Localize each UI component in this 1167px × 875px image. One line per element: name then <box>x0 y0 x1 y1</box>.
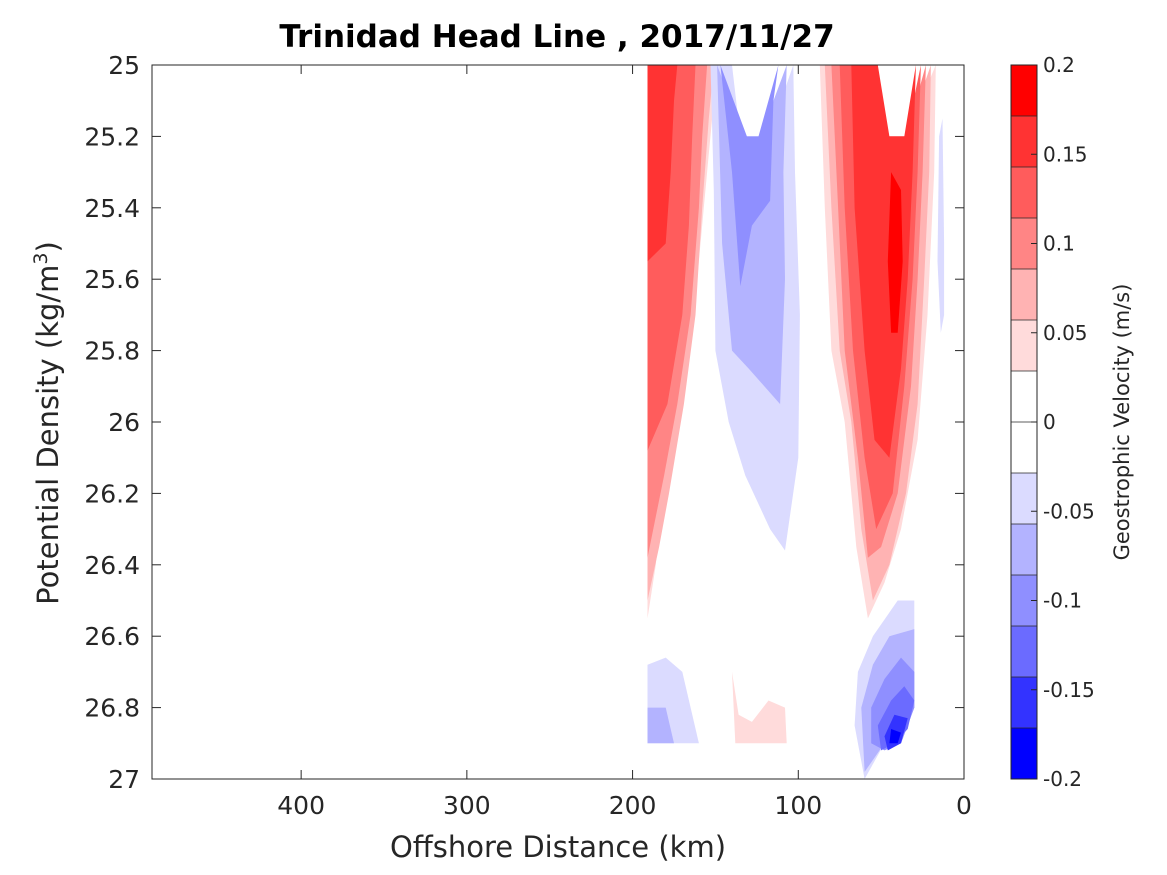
colorbar-swatch <box>1011 371 1037 423</box>
colorbar-swatch <box>1011 626 1037 678</box>
contour-region-13 <box>887 172 903 333</box>
colorbar-swatch <box>1011 65 1037 117</box>
colorbar-swatch <box>1011 422 1037 474</box>
contour-field <box>647 65 945 779</box>
colorbar-swatch <box>1011 116 1037 168</box>
colorbar-tick-label: -0.2 <box>1043 767 1082 791</box>
y-tick-label: 26 <box>108 408 140 437</box>
colorbar-swatch <box>1011 728 1037 780</box>
colorbar-label: Geostrophic Velocity (m/s) <box>1110 284 1134 561</box>
x-axis-ticks: 400 300 200 100 0 <box>277 65 972 820</box>
x-tick-label: 300 <box>443 791 491 820</box>
contour-region-16 <box>647 707 674 744</box>
y-axis-ticks: 25 25.2 25.4 25.6 25.8 26 26.2 26.4 26.6 26.8 27 <box>84 51 964 794</box>
y-tick-label: 25.2 <box>84 122 140 151</box>
contour-region-17 <box>732 671 787 744</box>
y-axis-label-close: ) <box>31 241 65 252</box>
colorbar-tick-label: -0.15 <box>1043 678 1095 702</box>
x-axis-label: Offshore Distance (km) <box>390 830 726 864</box>
y-tick-label: 26.8 <box>84 694 140 723</box>
x-tick-label: 200 <box>609 791 657 820</box>
colorbar-swatch <box>1011 677 1037 729</box>
y-tick-label: 26.6 <box>84 622 140 651</box>
colorbar-ticks: 0.2 0.15 0.1 0.05 0 -0.05 -0.1 -0.15 -0.2 <box>1031 53 1095 791</box>
contour-region-7 <box>720 65 779 287</box>
colorbar-swatch <box>1011 167 1037 219</box>
colorbar-tick-label: -0.1 <box>1043 589 1082 613</box>
colorbar-tick-label: 0.2 <box>1043 53 1075 77</box>
y-axis-label-superscript: 3 <box>30 252 52 264</box>
colorbar-tick-label: -0.05 <box>1043 499 1095 523</box>
colorbar <box>1011 65 1037 780</box>
y-tick-label: 27 <box>108 765 140 794</box>
y-tick-label: 25 <box>108 51 140 80</box>
colorbar-tick-label: 0.1 <box>1043 232 1075 256</box>
contour-region-23 <box>889 729 901 744</box>
contour-region-4 <box>647 65 678 262</box>
x-tick-label: 0 <box>956 791 972 820</box>
y-tick-label: 26.4 <box>84 551 140 580</box>
y-axis-label: Potential Density (kg/m3) <box>30 241 65 605</box>
y-tick-label: 25.6 <box>84 265 140 294</box>
colorbar-tick-label: 0.15 <box>1043 142 1088 166</box>
colorbar-swatch <box>1011 269 1037 321</box>
y-tick-label: 25.8 <box>84 337 140 366</box>
colorbar-swatch <box>1011 320 1037 372</box>
chart-title: Trinidad Head Line , 2017/11/27 <box>279 19 834 55</box>
contour-region-14 <box>937 118 945 333</box>
colorbar-swatch <box>1011 473 1037 525</box>
colorbar-tick-label: 0.05 <box>1043 321 1088 345</box>
colorbar-swatch <box>1011 524 1037 576</box>
y-tick-label: 26.2 <box>84 479 140 508</box>
x-tick-label: 400 <box>277 791 325 820</box>
y-tick-label: 25.4 <box>84 194 140 223</box>
x-tick-label: 100 <box>774 791 822 820</box>
colorbar-tick-label: 0 <box>1043 410 1056 434</box>
contour-region-12 <box>851 65 916 458</box>
